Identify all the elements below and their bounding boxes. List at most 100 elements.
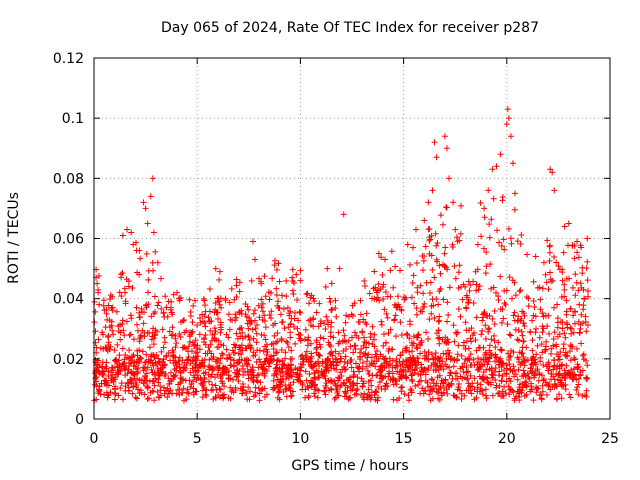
data-point [270, 384, 277, 391]
data-point [408, 376, 415, 383]
data-point [393, 358, 400, 365]
data-point [420, 290, 427, 297]
data-point [449, 375, 456, 382]
data-point [287, 393, 294, 400]
peak-point [497, 151, 504, 158]
data-point [550, 335, 557, 342]
peak-point [485, 187, 492, 194]
data-point [444, 318, 451, 325]
data-point [460, 339, 467, 346]
data-point [308, 358, 315, 365]
data-point [123, 318, 130, 325]
data-point [284, 339, 291, 346]
data-point [274, 338, 281, 345]
data-point [124, 370, 131, 377]
data-point [546, 330, 553, 337]
data-point [327, 385, 334, 392]
data-point [568, 366, 575, 373]
data-point [298, 364, 305, 371]
data-point [145, 395, 152, 402]
data-point [117, 329, 124, 336]
data-point [467, 387, 474, 394]
data-point [536, 334, 543, 341]
data-point [232, 311, 239, 318]
data-point [142, 302, 149, 309]
data-point [421, 303, 428, 310]
data-point [459, 296, 466, 303]
data-point [484, 375, 491, 382]
data-point [501, 246, 508, 253]
data-point [520, 338, 527, 345]
data-point [457, 313, 464, 320]
data-point [358, 345, 365, 352]
data-point [435, 395, 442, 402]
data-point [223, 368, 230, 375]
data-point [379, 271, 386, 278]
data-point [149, 333, 156, 340]
data-point [259, 316, 266, 323]
data-point [242, 389, 249, 396]
data-point [111, 396, 118, 403]
data-point [181, 329, 188, 336]
data-point [347, 358, 354, 365]
data-point [462, 356, 469, 363]
data-point [467, 282, 474, 289]
data-point [285, 363, 292, 370]
data-point [177, 380, 184, 387]
data-point [553, 383, 560, 390]
data-point [410, 354, 417, 361]
data-point [530, 278, 537, 285]
peak-point [216, 268, 223, 275]
data-point [215, 364, 222, 371]
data-point [150, 341, 157, 348]
data-point [303, 348, 310, 355]
peak-point [94, 280, 101, 287]
data-point [208, 350, 215, 357]
data-point [129, 357, 136, 364]
data-point [542, 271, 549, 278]
data-point [452, 226, 459, 233]
data-point [146, 344, 153, 351]
data-point [511, 373, 518, 380]
data-point [529, 360, 536, 367]
data-point [141, 391, 148, 398]
data-point [103, 310, 110, 317]
data-point [457, 365, 464, 372]
data-point [482, 270, 489, 277]
data-point [511, 206, 518, 213]
data-point [196, 361, 203, 368]
data-point [486, 234, 493, 241]
data-point [287, 381, 294, 388]
data-point [547, 276, 554, 283]
data-point [223, 346, 230, 353]
data-point [520, 367, 527, 374]
data-point [555, 376, 562, 383]
data-point [575, 287, 582, 294]
data-point [320, 372, 327, 379]
data-point [110, 376, 117, 383]
data-point [225, 375, 232, 382]
y-tick-label: 0.12 [53, 51, 84, 67]
data-point [114, 341, 121, 348]
data-point [392, 312, 399, 319]
data-point [259, 300, 266, 307]
data-point [95, 369, 102, 376]
data-point [108, 322, 115, 329]
data-point [156, 372, 163, 379]
data-point [354, 374, 361, 381]
data-point [385, 345, 392, 352]
data-point [503, 371, 510, 378]
data-point [99, 329, 106, 336]
data-point [268, 308, 275, 315]
data-point [175, 358, 182, 365]
data-point [250, 335, 257, 342]
data-point [310, 295, 317, 302]
data-point [368, 354, 375, 361]
data-point [296, 308, 303, 315]
data-point [357, 356, 364, 363]
data-point [282, 349, 289, 356]
data-point [525, 295, 532, 302]
data-point [341, 366, 348, 373]
data-point [262, 336, 269, 343]
data-point [504, 321, 511, 328]
